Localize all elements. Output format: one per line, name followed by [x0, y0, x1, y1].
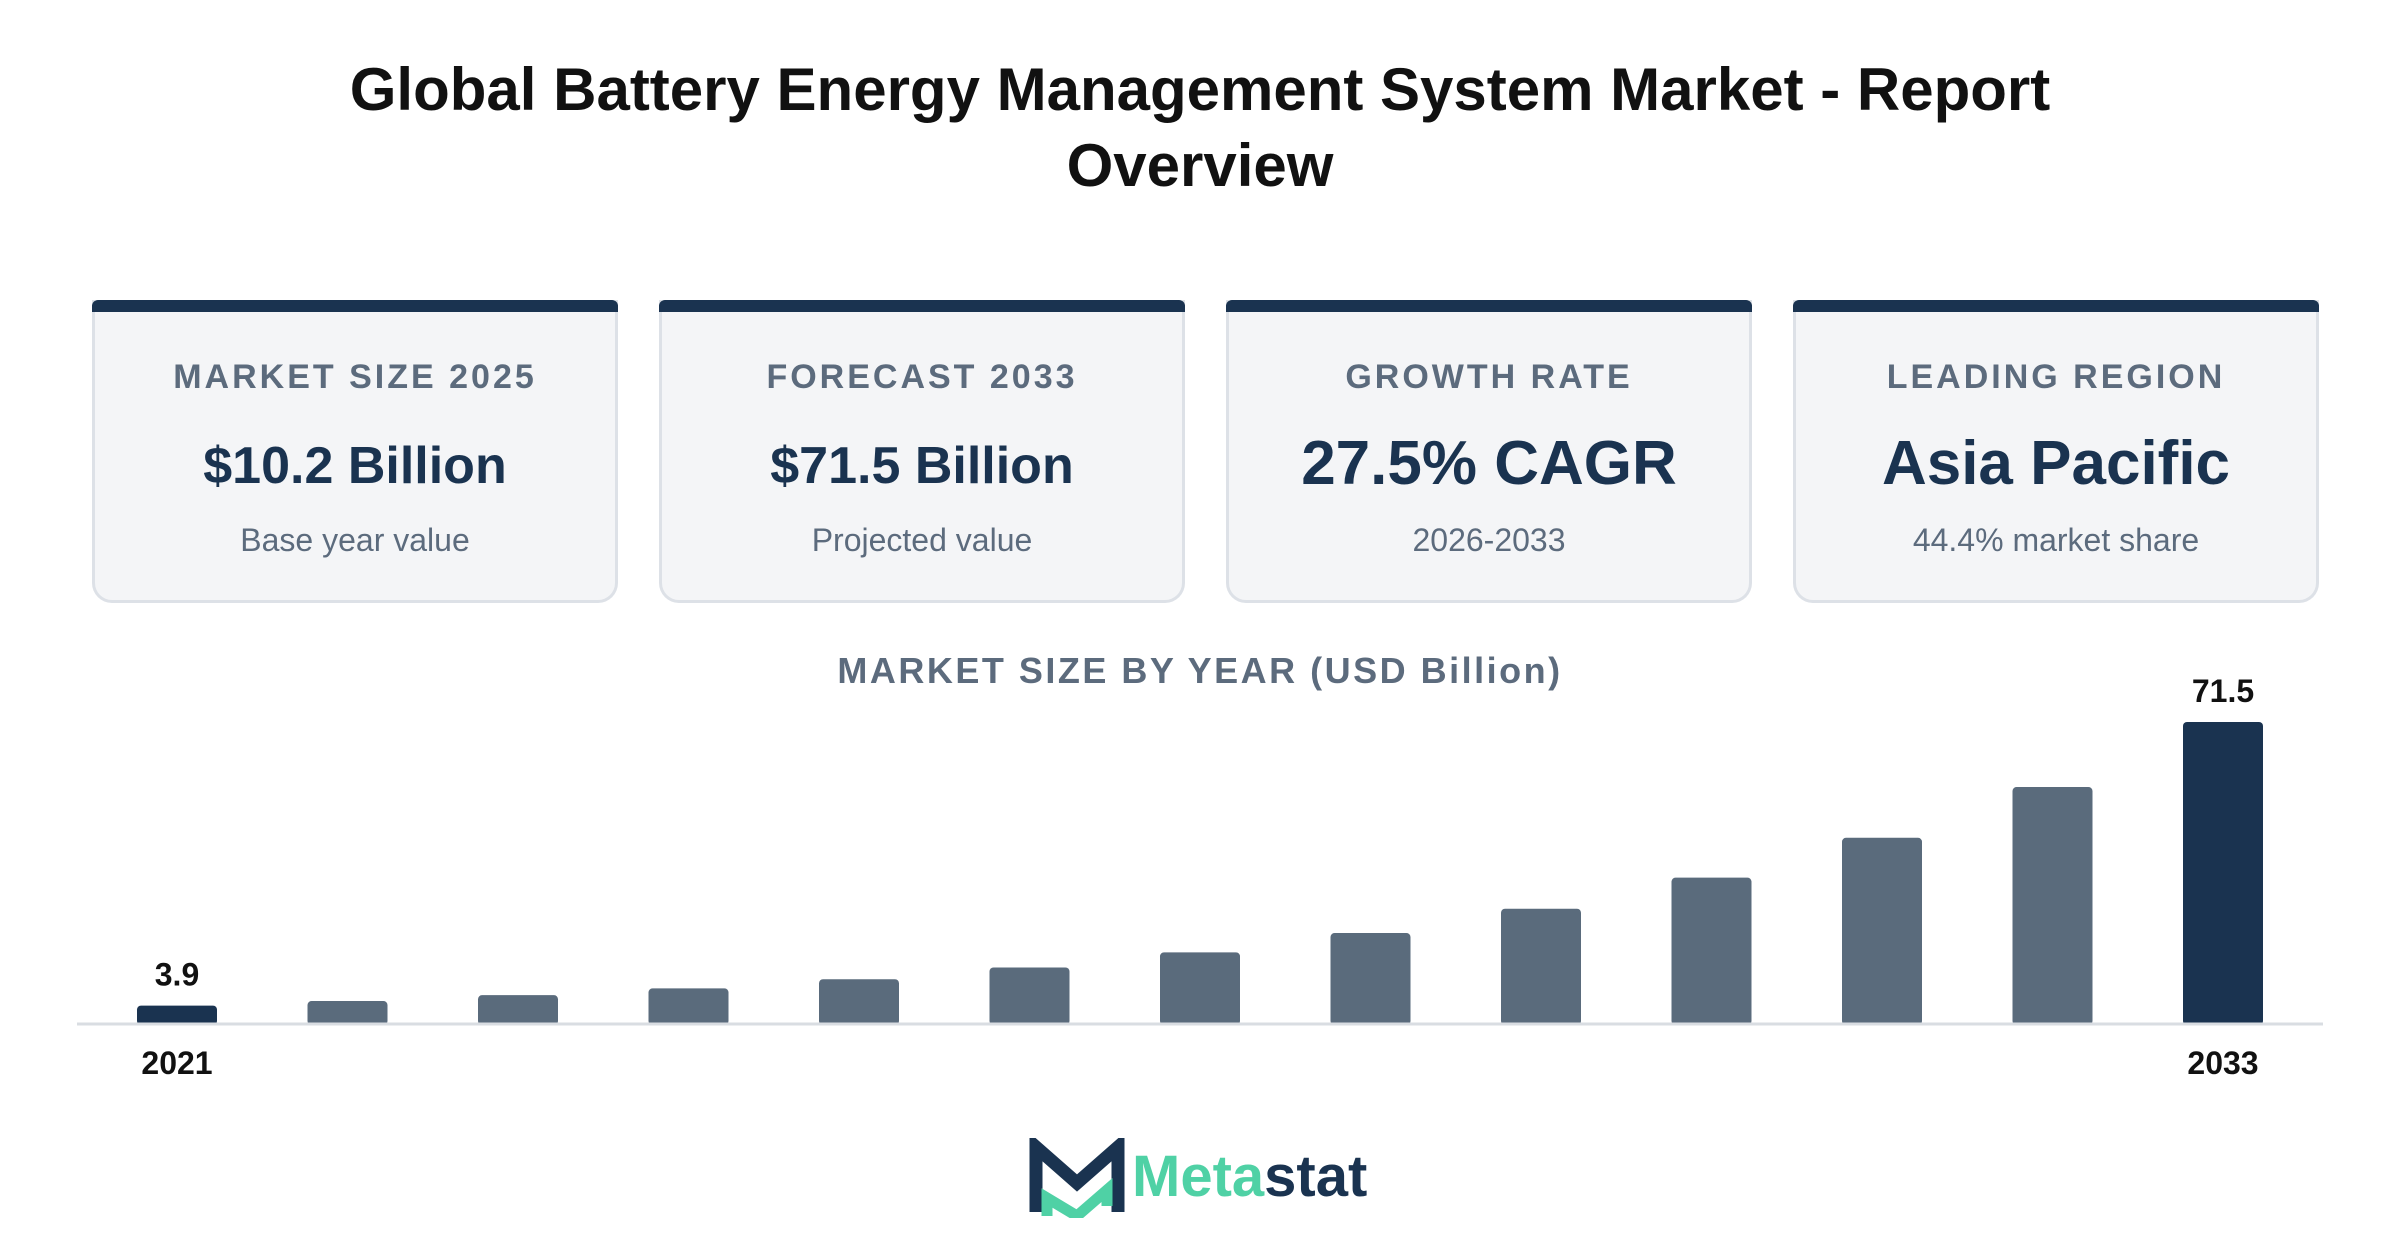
- bar-2025: [819, 979, 899, 1025]
- card-leading-region: LEADING REGION Asia Pacific 44.4% market…: [1793, 300, 2319, 603]
- bar-2032: [2012, 787, 2093, 1025]
- value-label-2021: 3.9: [155, 957, 199, 993]
- card-accent-bar: [1226, 300, 1752, 312]
- card-value: 27.5% CAGR: [1301, 429, 1677, 498]
- metastat-logo-icon: [1029, 1132, 1125, 1223]
- card-value: $10.2 Billion: [203, 437, 507, 495]
- metastat-logo-text: Metastat: [1132, 1142, 1367, 1212]
- bar-2024: [648, 988, 729, 1025]
- metastat-logo: Metastat: [1027, 1132, 1387, 1223]
- card-accent-bar: [1793, 300, 2319, 312]
- logo-text-meta: Meta: [1132, 1144, 1265, 1209]
- card-label: MARKET SIZE 2025: [173, 358, 537, 396]
- bar-2029: [1501, 908, 1581, 1025]
- bar-2031: [1842, 837, 1922, 1025]
- bar-2027: [1160, 952, 1240, 1025]
- page-title: Global Battery Energy Management System …: [349, 56, 2051, 199]
- card-subtitle: Projected value: [811, 522, 1033, 558]
- x-tick-label-2033: 2033: [2187, 1045, 2258, 1081]
- bar-2021: [137, 1005, 217, 1025]
- chart-title: MARKET SIZE BY YEAR (USD Billion): [837, 650, 1563, 691]
- card-market-size: MARKET SIZE 2025 $10.2 Billion Base year…: [92, 300, 618, 603]
- card-subtitle: 2026-2033: [1412, 522, 1566, 558]
- card-subtitle: 44.4% market share: [1912, 522, 2200, 558]
- bar-2023: [478, 995, 558, 1025]
- card-forecast: FORECAST 2033 $71.5 Billion Projected va…: [659, 300, 1185, 603]
- bar-2028: [1330, 933, 1411, 1025]
- summary-cards: MARKET SIZE 2025 $10.2 Billion Base year…: [92, 300, 2319, 603]
- bar-2030: [1671, 877, 1752, 1025]
- card-label: GROWTH RATE: [1345, 358, 1633, 396]
- card-accent-bar: [659, 300, 1185, 312]
- card-subtitle: Base year value: [240, 522, 470, 558]
- bar-2033: [2183, 722, 2263, 1025]
- bar-2022: [307, 1001, 388, 1025]
- x-tick-label-2021: 2021: [141, 1045, 212, 1081]
- card-label: FORECAST 2033: [766, 358, 1078, 396]
- market-size-bar-chart: 3.9 2021 71.5 2033: [77, 673, 2323, 1081]
- card-label: LEADING REGION: [1886, 358, 2226, 396]
- value-label-2033: 71.5: [2192, 673, 2254, 709]
- logo-text-stat: stat: [1264, 1144, 1368, 1209]
- card-accent-bar: [92, 300, 618, 312]
- card-value: Asia Pacific: [1881, 429, 2231, 498]
- card-value: $71.5 Billion: [770, 437, 1074, 495]
- bar-2026: [989, 967, 1070, 1025]
- card-growth-rate: GROWTH RATE 27.5% CAGR 2026-2033: [1226, 300, 1752, 603]
